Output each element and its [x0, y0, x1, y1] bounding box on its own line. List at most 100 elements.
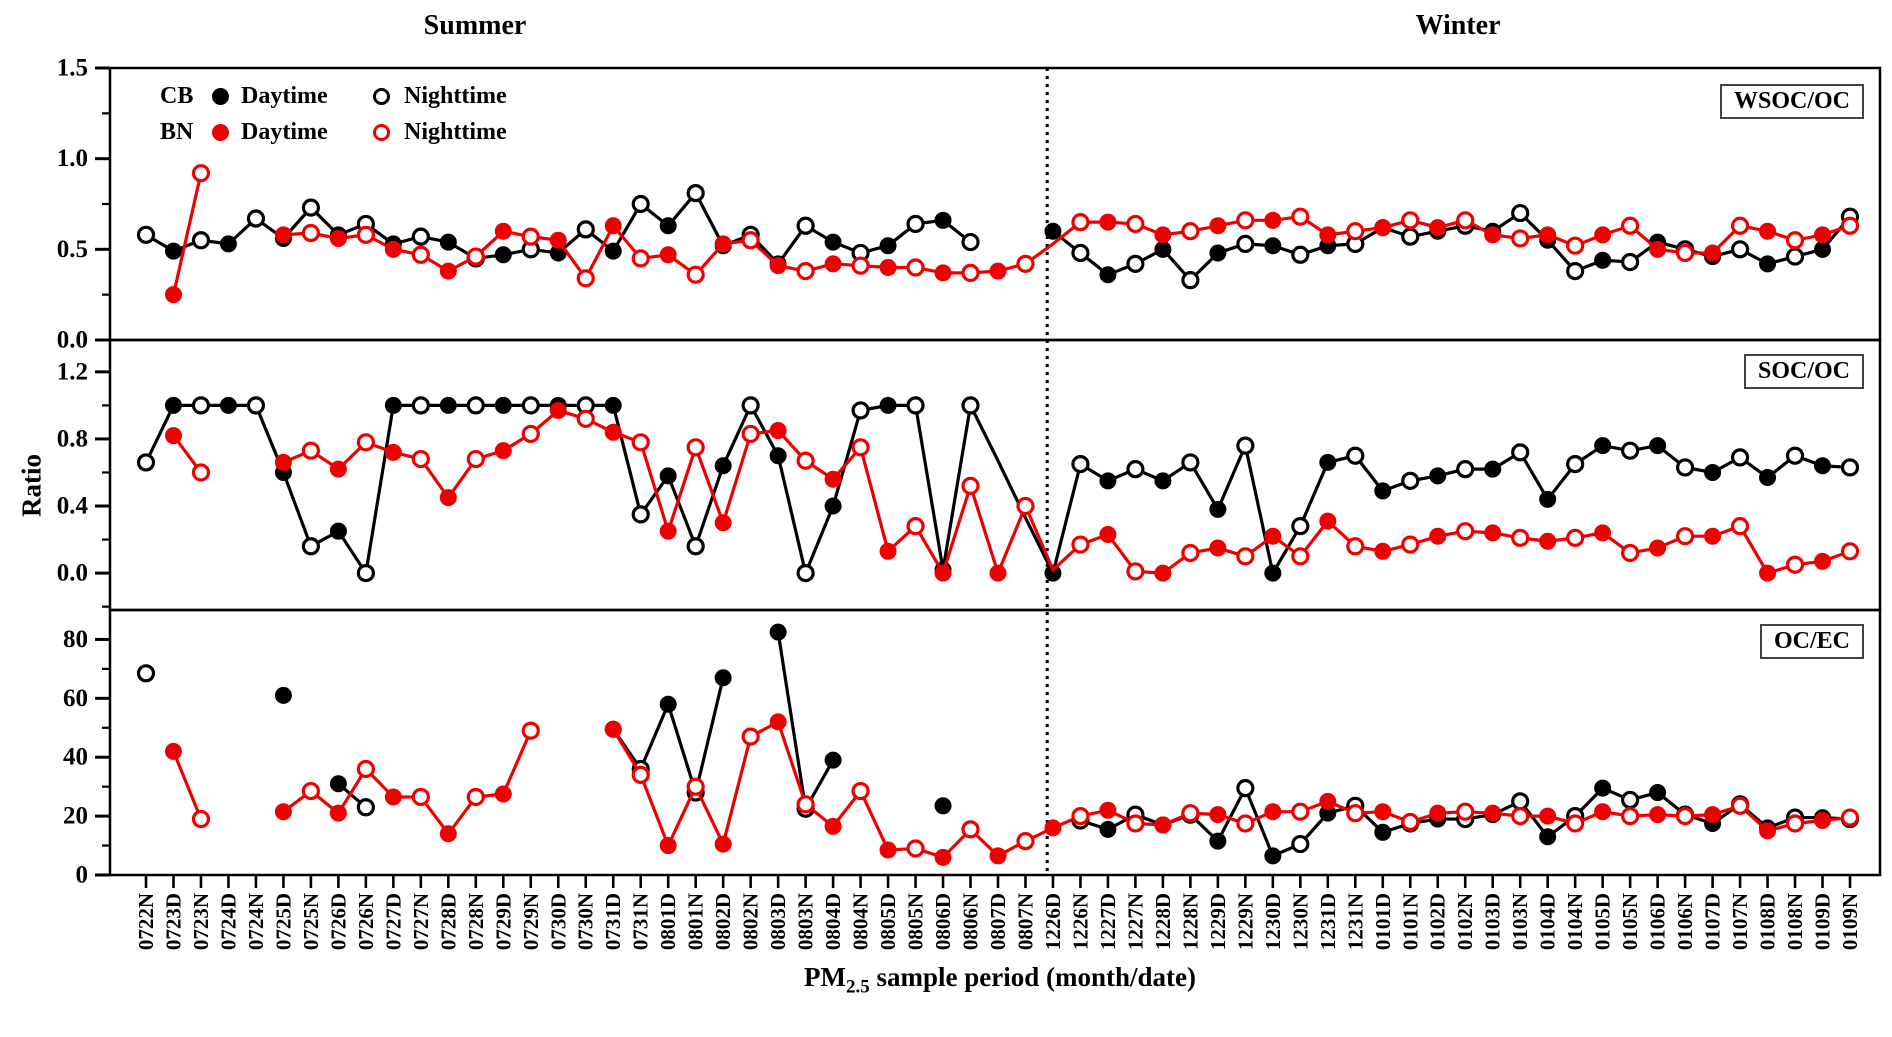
panel-label-wsoc-oc: WSOC/OC — [1719, 84, 1864, 119]
svg-text:0109D: 0109D — [1811, 893, 1835, 950]
svg-text:0105D: 0105D — [1591, 893, 1615, 950]
svg-text:0107D: 0107D — [1701, 893, 1725, 950]
svg-text:0104N: 0104N — [1563, 893, 1587, 950]
svg-text:1.0: 1.0 — [57, 145, 88, 172]
svg-text:0723D: 0723D — [161, 893, 185, 950]
svg-text:1226D: 1226D — [1041, 893, 1065, 950]
legend: CB Daytime Nighttime BN Daytime Nighttim… — [160, 78, 507, 150]
svg-text:0803N: 0803N — [794, 893, 818, 950]
svg-text:80: 80 — [63, 626, 88, 653]
svg-text:0807N: 0807N — [1013, 893, 1037, 950]
x-axis-title-subscript: 2.5 — [845, 976, 870, 998]
svg-text:0724D: 0724D — [216, 893, 240, 950]
svg-text:0722N: 0722N — [134, 893, 158, 950]
svg-text:1231D: 1231D — [1316, 893, 1340, 950]
legend-row-cb: CB Daytime Nighttime — [160, 78, 507, 114]
svg-text:0806N: 0806N — [959, 893, 983, 950]
svg-text:0805N: 0805N — [904, 893, 928, 950]
svg-text:0803D: 0803D — [766, 893, 790, 950]
svg-text:0: 0 — [76, 862, 89, 889]
svg-text:1231N: 1231N — [1343, 893, 1367, 950]
legend-group-label: BN — [160, 118, 194, 145]
svg-text:0101N: 0101N — [1398, 893, 1422, 950]
svg-text:0.5: 0.5 — [57, 236, 88, 263]
open-circle-icon — [373, 87, 390, 105]
svg-text:0102N: 0102N — [1453, 893, 1477, 950]
svg-text:0.8: 0.8 — [57, 425, 88, 452]
svg-text:0728D: 0728D — [436, 893, 460, 950]
svg-text:0801N: 0801N — [684, 893, 708, 950]
svg-text:0106D: 0106D — [1646, 893, 1670, 950]
svg-text:60: 60 — [63, 685, 88, 712]
svg-text:0727D: 0727D — [381, 893, 405, 950]
legend-daytime-label: Daytime — [241, 118, 328, 145]
legend-row-bn: BN Daytime Nighttime — [160, 114, 507, 150]
svg-text:0103D: 0103D — [1481, 893, 1505, 950]
svg-text:1229D: 1229D — [1206, 893, 1230, 950]
svg-text:0108D: 0108D — [1756, 893, 1780, 950]
svg-text:0727N: 0727N — [409, 893, 433, 950]
svg-text:0807D: 0807D — [986, 893, 1010, 950]
legend-daytime-label: Daytime — [241, 82, 328, 109]
svg-text:0725N: 0725N — [299, 893, 323, 950]
summer-section-title: Summer — [423, 10, 527, 41]
svg-text:20: 20 — [63, 803, 88, 830]
svg-text:0804D: 0804D — [821, 893, 845, 950]
svg-text:1228D: 1228D — [1151, 893, 1175, 950]
svg-text:0728N: 0728N — [464, 893, 488, 950]
legend-nighttime-label: Nighttime — [404, 82, 507, 109]
svg-text:1227D: 1227D — [1096, 893, 1120, 950]
svg-text:1.5: 1.5 — [57, 55, 88, 82]
panel-label-soc-oc: SOC/OC — [1743, 354, 1864, 389]
svg-text:1226N: 1226N — [1068, 893, 1092, 950]
svg-text:0729D: 0729D — [491, 893, 515, 950]
svg-text:0105N: 0105N — [1618, 893, 1642, 950]
svg-text:1230D: 1230D — [1261, 893, 1285, 950]
svg-text:0724N: 0724N — [244, 893, 268, 950]
svg-text:0109N: 0109N — [1838, 893, 1862, 950]
svg-text:0107N: 0107N — [1728, 893, 1752, 950]
y-axis-title: Ratio — [16, 454, 47, 517]
svg-text:40: 40 — [63, 744, 88, 771]
open-circle-icon — [373, 123, 390, 141]
svg-text:0726N: 0726N — [354, 893, 378, 950]
filled-circle-icon — [212, 123, 229, 141]
svg-text:0.0: 0.0 — [57, 327, 88, 354]
svg-text:0731N: 0731N — [629, 893, 653, 950]
svg-text:0104D: 0104D — [1536, 893, 1560, 950]
svg-text:0730D: 0730D — [546, 893, 570, 950]
svg-text:0729N: 0729N — [519, 893, 543, 950]
svg-text:1229N: 1229N — [1233, 893, 1257, 950]
svg-text:0802D: 0802D — [711, 893, 735, 950]
svg-text:0731D: 0731D — [601, 893, 625, 950]
svg-text:1228N: 1228N — [1178, 893, 1202, 950]
svg-text:0725D: 0725D — [271, 893, 295, 950]
x-axis-title: PM2.5 sample period (month/date) — [804, 962, 1196, 998]
winter-section-title: Winter — [1415, 10, 1501, 41]
panel-label-oc-ec: OC/EC — [1759, 624, 1864, 659]
svg-text:1230N: 1230N — [1288, 893, 1312, 950]
svg-text:1227N: 1227N — [1123, 893, 1147, 950]
svg-text:0101D: 0101D — [1371, 893, 1395, 950]
svg-text:0.0: 0.0 — [57, 560, 88, 587]
x-axis-title-prefix: PM — [804, 962, 846, 992]
svg-text:0730N: 0730N — [574, 893, 598, 950]
filled-circle-icon — [212, 87, 229, 105]
svg-text:0802N: 0802N — [739, 893, 763, 950]
legend-nighttime-label: Nighttime — [404, 118, 507, 145]
svg-text:0801D: 0801D — [656, 893, 680, 950]
svg-text:0103N: 0103N — [1508, 893, 1532, 950]
svg-text:0102D: 0102D — [1426, 893, 1450, 950]
svg-text:0806D: 0806D — [931, 893, 955, 950]
x-axis-title-suffix: sample period (month/date) — [869, 962, 1196, 992]
legend-group-label: CB — [160, 82, 194, 109]
svg-text:0723N: 0723N — [189, 893, 213, 950]
svg-text:0.4: 0.4 — [57, 493, 89, 520]
svg-text:0804N: 0804N — [849, 893, 873, 950]
svg-text:0726D: 0726D — [326, 893, 350, 950]
svg-text:0805D: 0805D — [876, 893, 900, 950]
svg-text:0108N: 0108N — [1783, 893, 1807, 950]
svg-text:0106N: 0106N — [1673, 893, 1697, 950]
